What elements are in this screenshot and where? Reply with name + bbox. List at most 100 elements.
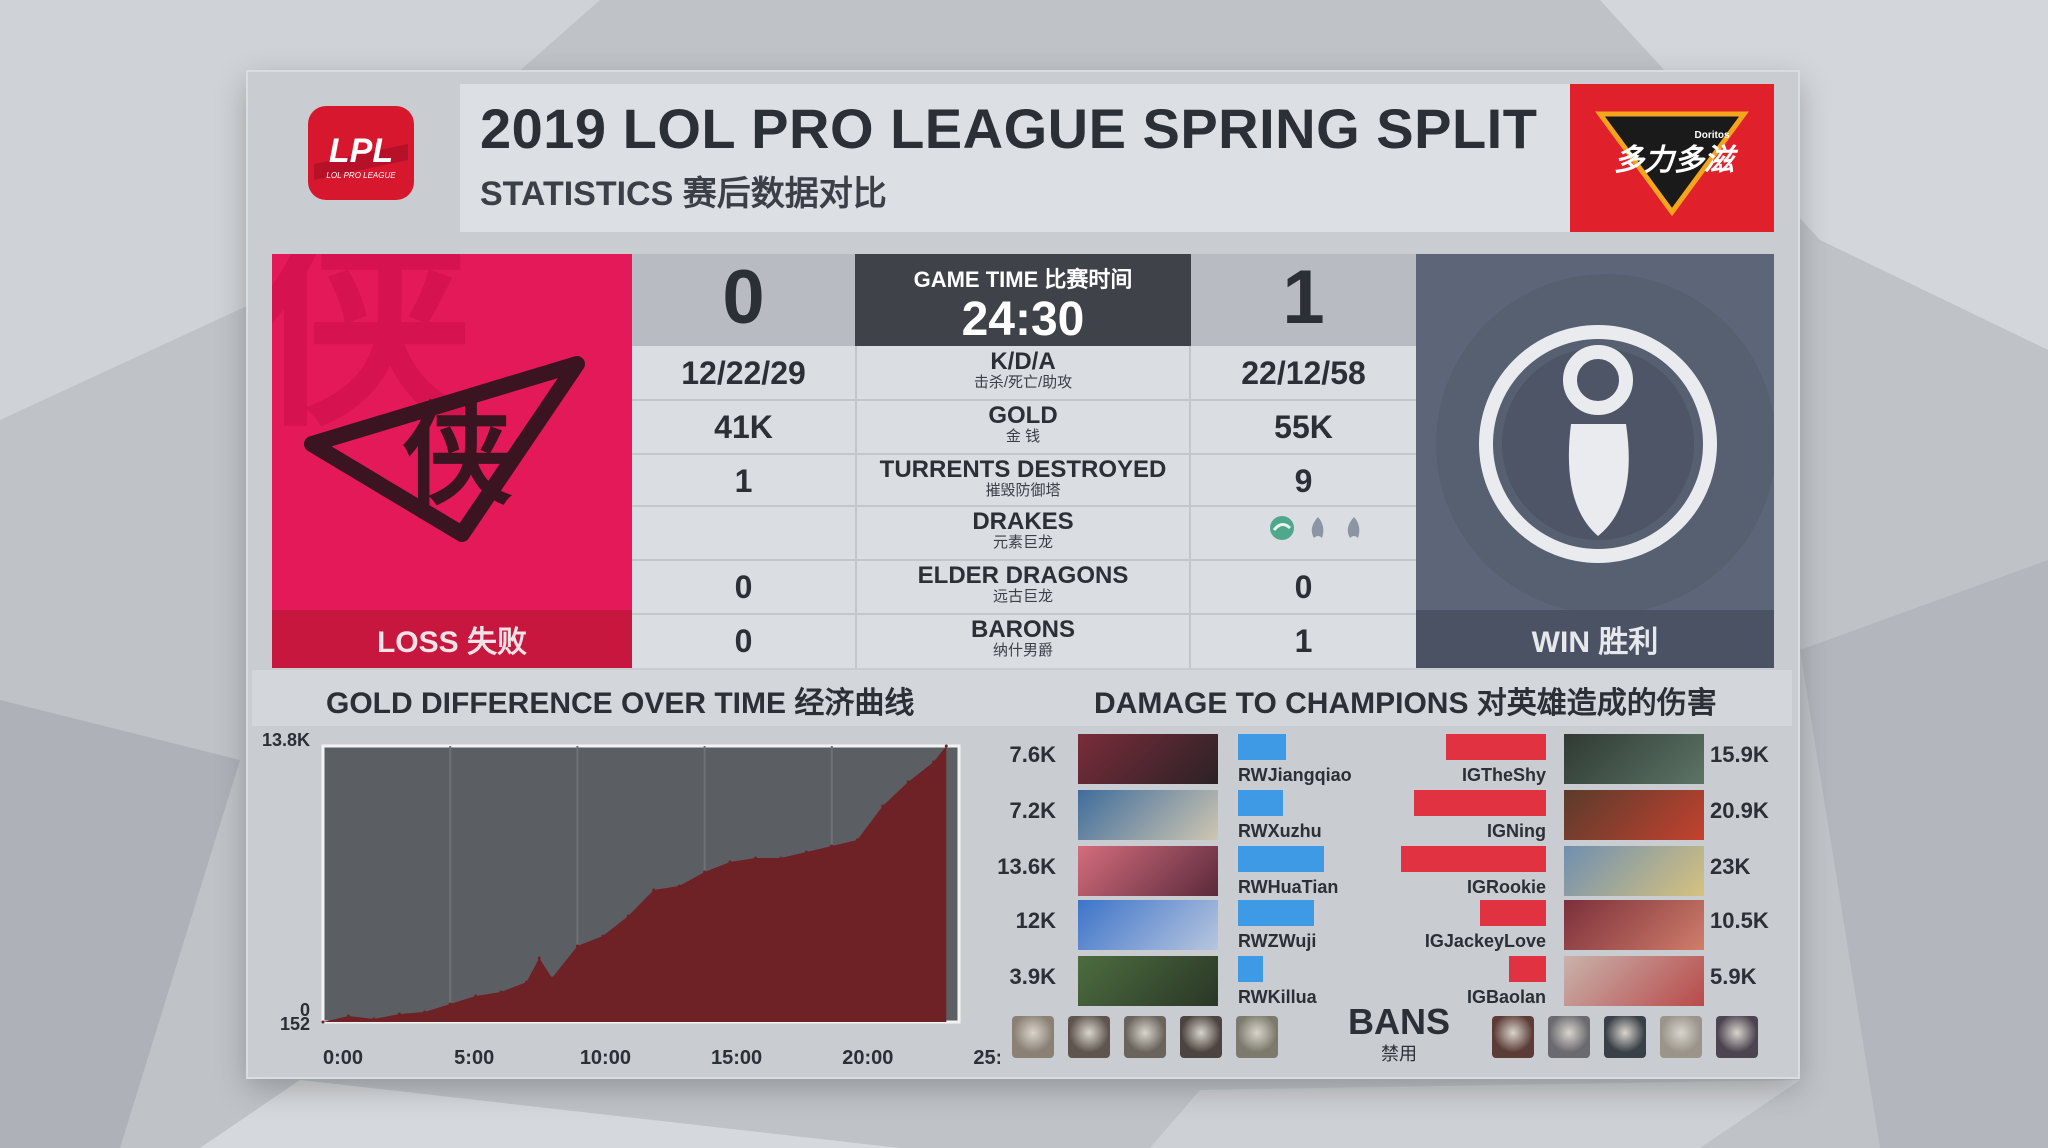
stat-left-value: 41K [714,408,773,445]
stat-label-cn: 摧毁防御塔 [985,482,1061,499]
champion-portrait-left [1078,956,1218,1006]
damage-value-left: 3.9K [1009,964,1056,989]
column-divider [1189,346,1191,668]
player-name-right: IGTheShy [1461,765,1546,785]
stat-row: DRAKES 元素巨龙 [632,506,1416,560]
sponsor-logo-icon: Doritos 多力多滋 [1570,84,1774,232]
gold-data-point [855,838,859,842]
stat-left-value [632,506,855,560]
stat-row: 0 BARONS 纳什男爵 1 [632,614,1416,668]
gold-data-point [448,1002,452,1006]
gold-data-point [601,934,605,938]
svg-text:Doritos: Doritos [1695,130,1730,141]
x-tick-label: 0:00 [323,1047,363,1069]
player-name-left: RWHuaTian [1238,877,1339,897]
x-tick-label: 5:00 [454,1047,494,1069]
x-tick-label: 10:00 [580,1047,631,1069]
infernal-drake-icon [1347,517,1360,538]
result-right: WIN 胜利 [1416,610,1774,668]
ocean-drake-icon [1270,516,1294,540]
damage-bar-right [1509,956,1546,982]
gold-data-point [728,860,732,864]
ban-right [1548,1016,1590,1058]
gold-data-point [321,1020,325,1024]
lpl-logo-icon: LPL LOL PRO LEAGUE [308,106,414,200]
stat-label-en: K/D/A [990,348,1056,375]
damage-title: DAMAGE TO CHAMPIONS 对英雄造成的伤害 [1094,687,1717,720]
bans-label-cn: 禁用 [1381,1044,1417,1064]
champion-portrait-right [1564,956,1704,1006]
score-right: 1 [1282,255,1325,340]
game-time: GAME TIME 比赛时间 24:30 [855,254,1191,346]
x-tick-label: 25:00 [973,1047,1000,1069]
damage-bar-left [1238,900,1314,926]
ban-left [1012,1016,1054,1058]
damage-bar-right [1414,790,1546,816]
gold-data-point [830,844,834,848]
stat-label: K/D/A 击杀/死亡/助攻 [855,346,1191,400]
player-name-left: RWJiangqiao [1238,765,1352,785]
gold-data-point [944,744,948,748]
gold-data-point [753,856,757,860]
player-name-right: IGRookie [1466,877,1546,897]
gold-data-point [804,850,808,854]
stat-left-value: 0 [734,568,753,605]
gold-data-point [626,914,630,918]
game-time-value: 24:30 [961,293,1085,346]
gold-data-point [525,980,529,984]
damage-value-right: 10.5K [1710,908,1769,933]
player-name-right: IGNing [1487,821,1546,841]
stat-label-cn: 远古巨龙 [992,588,1053,605]
stat-right-value: 55K [1274,408,1333,445]
stat-label: BARONS 纳什男爵 [855,614,1191,668]
player-name-right: IGJackeyLove [1424,931,1546,951]
champion-portrait-left [1078,734,1218,784]
stat-label: TURRENTS DESTROYED 摧毁防御塔 [855,454,1191,508]
stat-label-en: ELDER DRAGONS [917,562,1129,589]
ban-left [1068,1016,1110,1058]
gold-diff-title: GOLD DIFFERENCE OVER TIME 经济曲线 [326,687,915,720]
stat-right-value: 0 [1294,568,1313,605]
champion-portrait-left [1078,900,1218,950]
damage-value-left: 13.6K [997,854,1056,879]
damage-value-left: 12K [1015,908,1056,933]
ban-right [1716,1016,1758,1058]
gold-series-area [323,746,947,1022]
column-divider [855,346,857,668]
player-name-right: IGBaolan [1466,987,1546,1007]
player-name-left: RWZWuji [1238,931,1317,951]
ban-right [1492,1016,1534,1058]
stat-left-value: 12/22/29 [681,354,806,391]
ban-left [1236,1016,1278,1058]
damage-bar-right [1401,846,1546,872]
damage-bar-right [1446,734,1546,760]
gold-data-point [906,780,910,784]
svg-text:LOL PRO LEAGUE: LOL PRO LEAGUE [326,171,396,180]
row-divider [632,453,1416,455]
gold-data-point [881,804,885,808]
y-label-min: 152 [280,1014,310,1034]
stat-label: GOLD 金 钱 [855,400,1191,454]
title-box [460,84,1570,232]
gold-data-point [932,760,936,764]
damage-value-left: 7.6K [1009,742,1056,767]
champion-portrait-right [1564,900,1704,950]
row-divider [632,559,1416,561]
damage-bar-left [1238,790,1283,816]
team-logo-right [1416,254,1774,610]
stat-label-en: BARONS [970,616,1075,643]
x-tick-label: 15:00 [711,1047,762,1069]
gold-data-point [397,1012,401,1016]
gold-data-point [346,1014,350,1018]
score-left: 0 [722,255,765,340]
stat-label: ELDER DRAGONS 远古巨龙 [855,560,1191,614]
stat-label-cn: 纳什男爵 [992,642,1053,659]
stat-row: 41K GOLD 金 钱 55K [632,400,1416,454]
stat-right-value: 1 [1294,622,1313,659]
infernal-drake-icon [1311,517,1324,538]
champion-portrait-right [1564,846,1704,896]
champion-portrait-right [1564,734,1704,784]
damage-value-right: 15.9K [1710,742,1769,767]
gold-data-point [474,994,478,998]
ban-right [1660,1016,1702,1058]
